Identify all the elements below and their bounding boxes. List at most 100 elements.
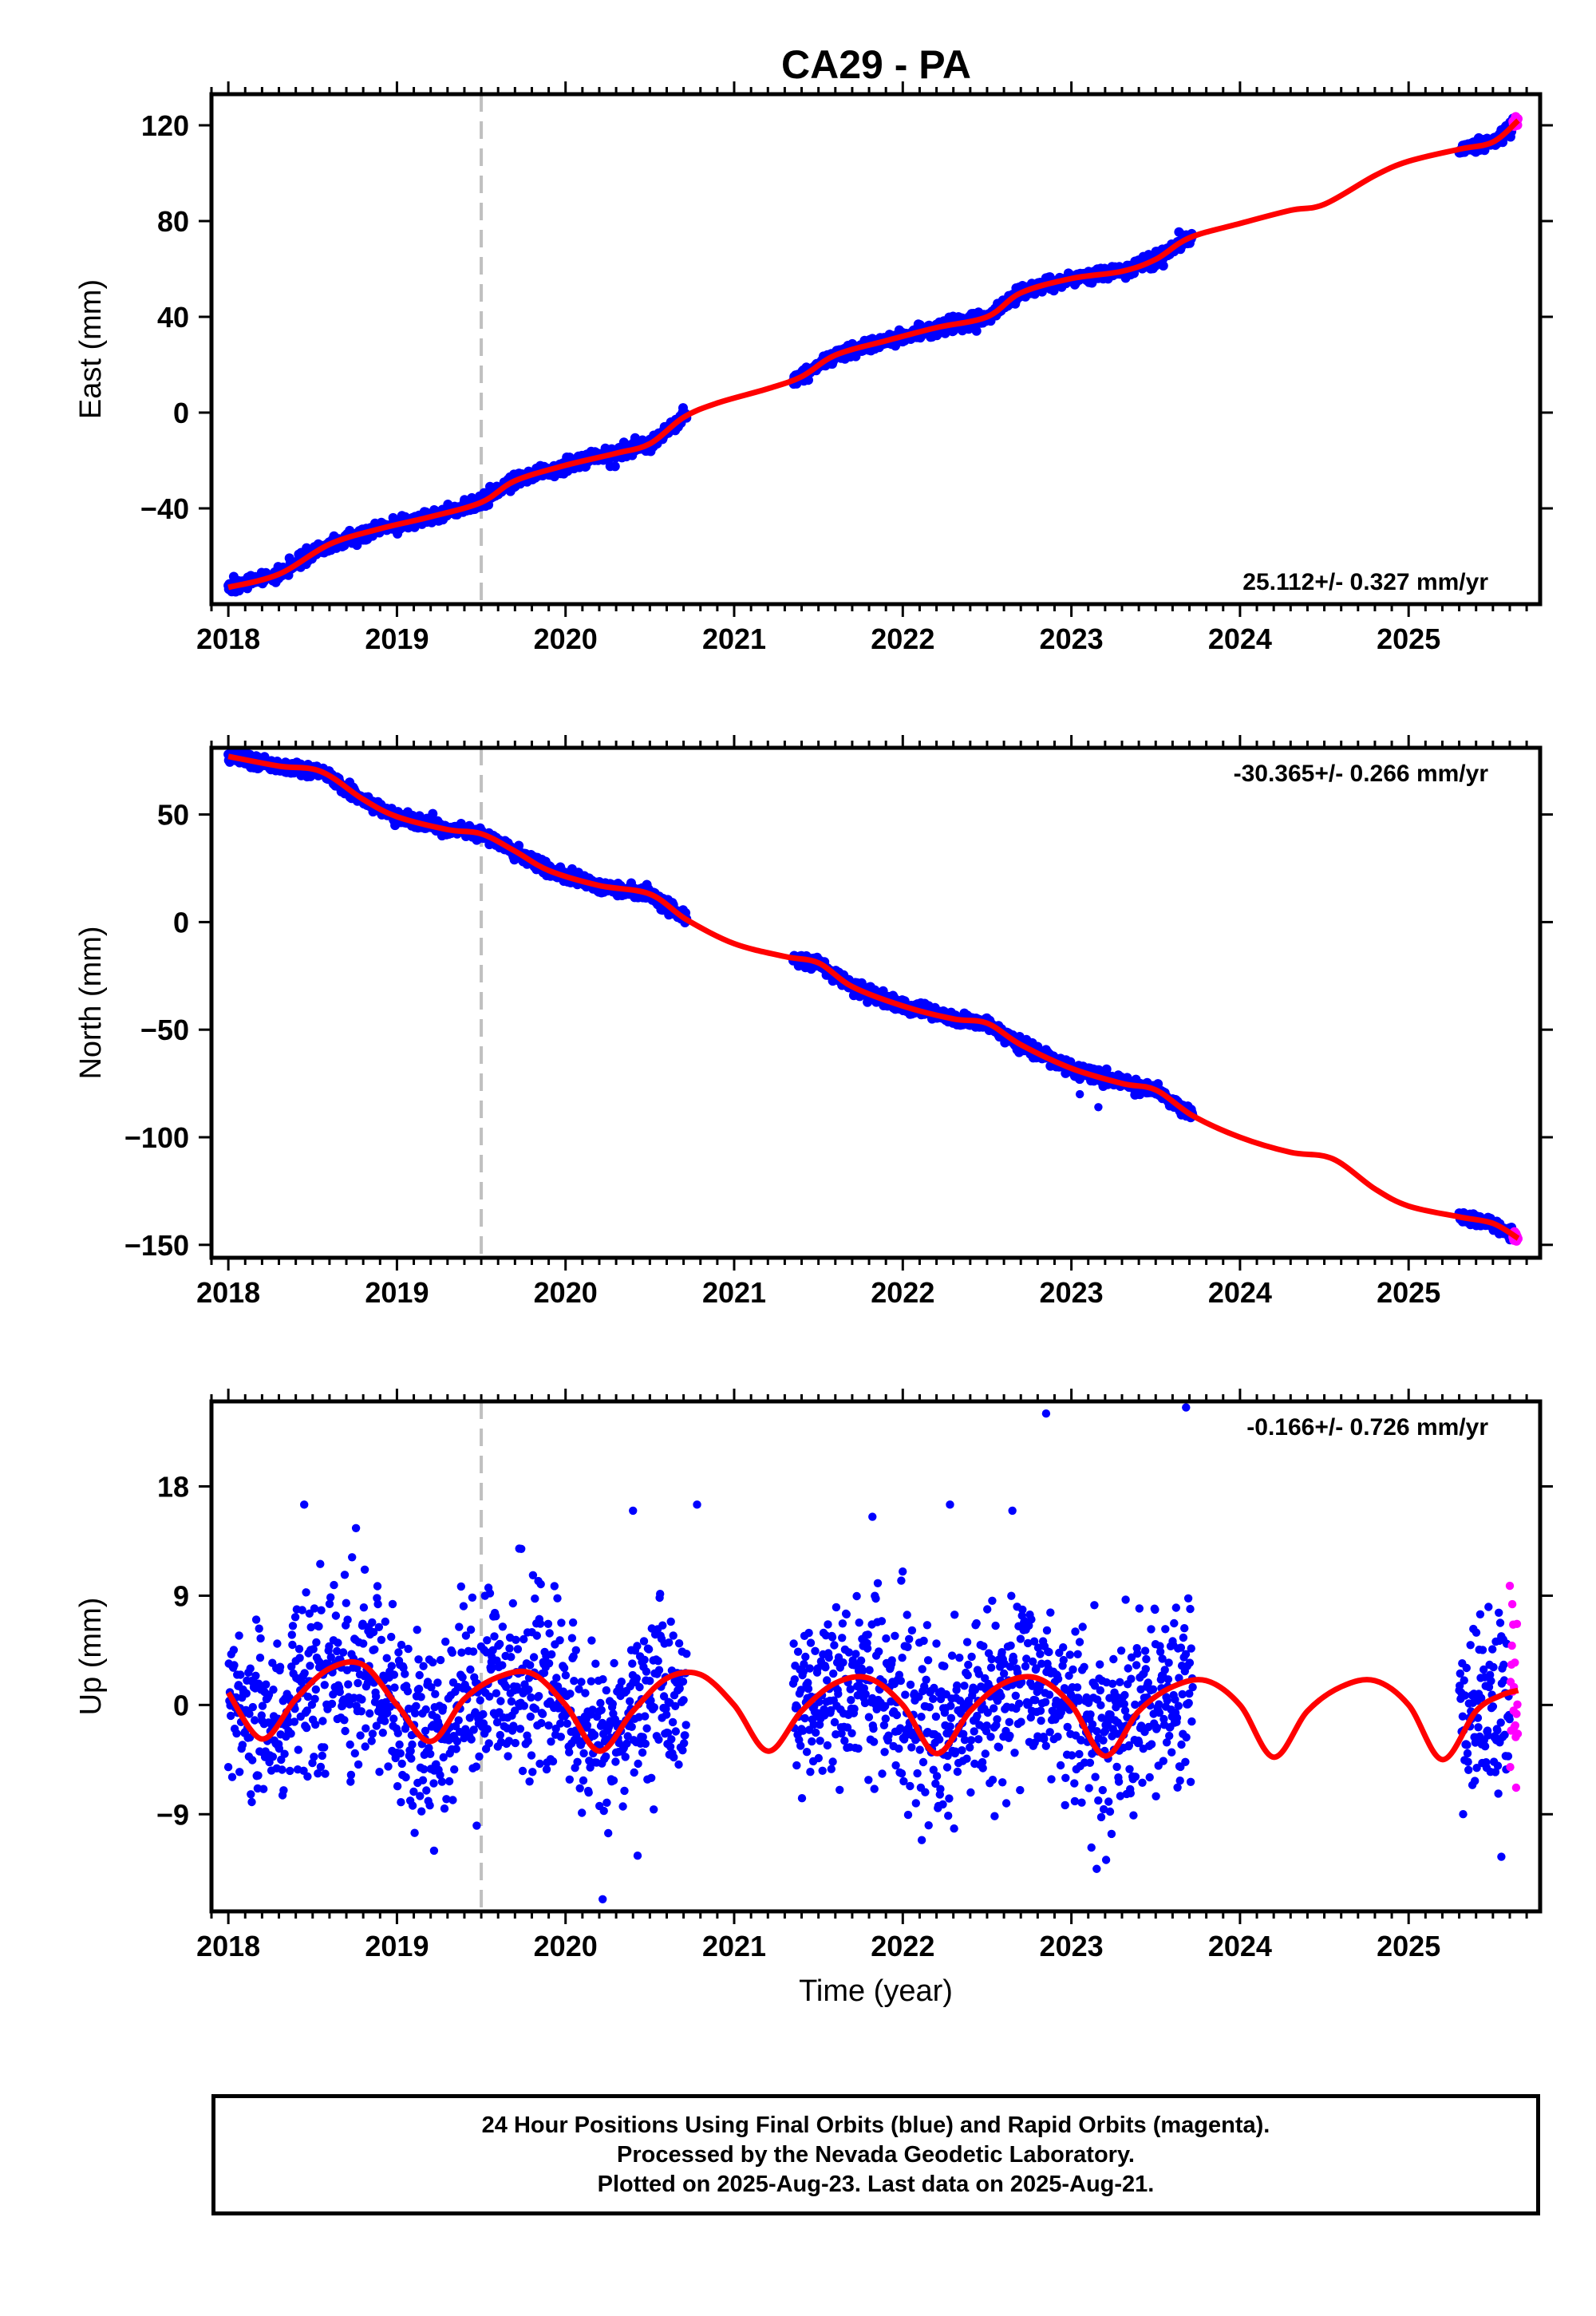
final-orbit-point [544,1721,553,1730]
panel-frame [209,745,1543,1260]
final-orbit-point [566,1690,575,1698]
final-orbit-point [340,1571,350,1579]
final-orbit-point [248,1702,257,1712]
final-orbit-point [298,1606,306,1614]
final-orbit-point [496,1730,504,1740]
final-orbit-point [326,1653,335,1662]
final-orbit-point [356,1731,365,1740]
final-orbit-point [325,1599,334,1609]
final-orbit-point [247,1790,255,1799]
final-orbit-point [315,1658,324,1667]
final-orbit-point [441,1637,450,1646]
final-orbit-point [635,1682,644,1692]
final-orbit-point [407,1754,416,1763]
x-tick-label: 2018 [196,1276,260,1309]
x-tick-label: 2025 [1377,622,1440,655]
x-tick-label: 2019 [365,1276,429,1309]
final-orbit-point [425,1801,434,1810]
final-orbit-point [527,1751,536,1760]
y-tick-label: 80 [157,205,189,238]
final-orbit-point [482,1648,491,1657]
final-orbit-point [634,1759,642,1769]
final-orbit-point [247,1797,256,1807]
final-orbit-point [302,1588,310,1597]
model-fit-curve [227,118,1520,591]
final-orbit-point [389,1670,399,1679]
final-orbit-point [394,1648,403,1657]
y-axis-label: North (mm) [74,926,108,1079]
final-orbit-point [516,1725,525,1733]
final-orbit-point [438,1703,448,1712]
panel-north: 2018 2019 2020 2021 2022 2023 2024 2025−150−100… [74,735,1553,1309]
final-orbit-point [346,1740,354,1749]
final-orbit-point [468,1593,477,1603]
x-tick-label: 2018 [196,622,260,655]
final-orbit-point [414,1685,424,1694]
final-orbit-point [632,1674,641,1683]
final-orbit-point [317,1606,326,1614]
final-orbit-point [532,1631,541,1640]
final-orbit-point [583,1721,592,1730]
final-orbit-point [408,1740,417,1749]
final-orbit-point [431,1690,440,1698]
final-orbit-point [531,1594,539,1603]
final-orbit-point [472,1762,480,1771]
x-tick-label: 2023 [1040,1276,1104,1309]
final-orbit-point [573,1757,582,1766]
final-orbit-point [565,1748,574,1757]
final-orbit-point [581,1689,590,1697]
y-tick-label: 0 [173,397,189,429]
final-orbit-point [587,1677,595,1686]
final-orbit-point [387,1632,396,1642]
final-orbit-point [459,1602,468,1611]
final-orbit-point [504,1737,514,1745]
y-tick-label: 40 [157,301,189,334]
final-orbit-point [316,1559,325,1568]
final-orbit-point [358,1695,366,1704]
final-orbit-point [627,1722,636,1731]
final-orbit-point [528,1768,537,1777]
y-tick-label: −150 [124,1229,189,1262]
final-orbit-point [372,1721,381,1730]
final-orbit-point [442,1795,451,1804]
final-orbit-point [303,1692,313,1701]
final-orbit-point [458,1673,467,1682]
final-orbit-point [404,1644,413,1654]
final-orbit-point [350,1749,359,1758]
final-orbit-point [577,1678,586,1686]
final-orbit-point [333,1646,342,1656]
final-orbit-point [383,1709,392,1717]
final-orbit-point [314,1622,323,1631]
final-orbit-point [294,1645,304,1654]
final-orbit-point [429,1779,438,1788]
final-orbit-point [361,1724,370,1733]
final-orbit-point [433,1678,442,1687]
final-orbit-point [602,1798,611,1807]
final-orbit-point [475,1752,484,1761]
final-orbit-point [359,1603,369,1612]
final-orbit-point [288,1640,297,1650]
final-orbit-point [531,1705,540,1713]
final-orbit-point [596,1698,605,1708]
final-orbit-point [591,1659,600,1668]
final-orbit-point [268,1753,278,1761]
final-orbit-point [513,1645,523,1654]
final-orbit-point [262,1680,271,1689]
final-orbit-point [418,1776,428,1784]
final-orbit-point [502,1682,511,1691]
final-orbit-point [507,1653,516,1662]
final-orbit-point [1158,261,1168,271]
final-orbit-point [528,1571,538,1580]
final-orbit-point [393,1729,402,1737]
final-orbit-point [553,1682,563,1691]
final-orbit-point [381,1717,389,1725]
final-orbit-point [450,1765,459,1774]
final-orbit-point [535,1759,544,1769]
x-tick-label: 2019 [365,622,429,655]
final-orbit-point [525,1777,534,1786]
final-orbit-point [223,1763,233,1772]
final-orbit-point [417,1693,425,1701]
final-orbit-point [338,1648,348,1657]
final-orbit-point [346,1777,355,1786]
final-orbit-point [440,1804,449,1813]
